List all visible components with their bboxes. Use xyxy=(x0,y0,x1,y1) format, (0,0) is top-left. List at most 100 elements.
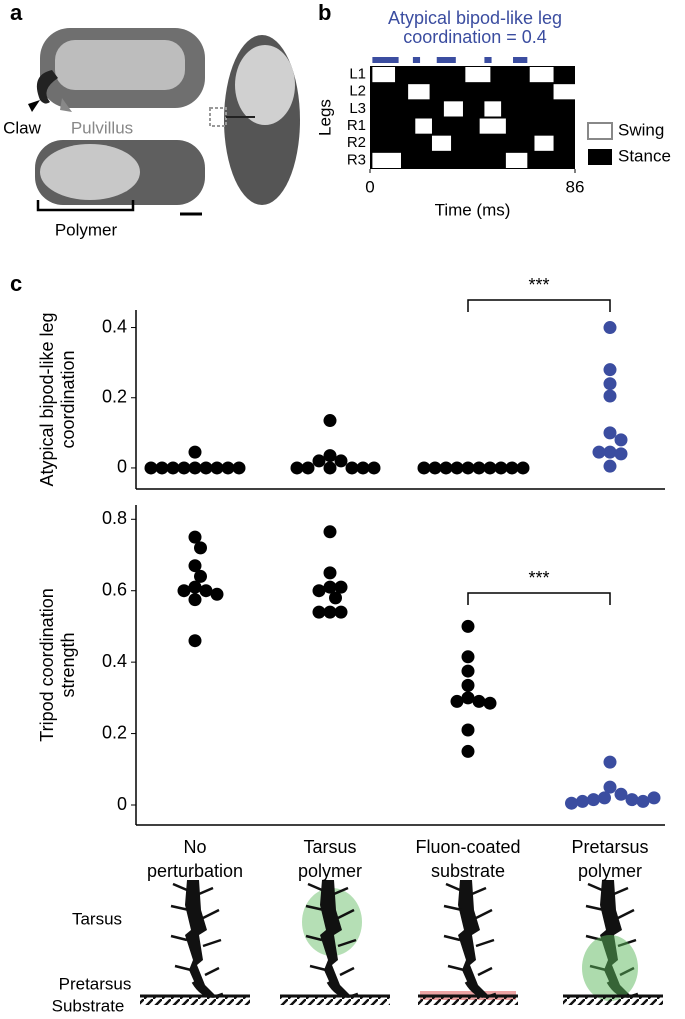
dot xyxy=(323,461,337,475)
swing-bar xyxy=(372,67,396,83)
x-category-label: No xyxy=(183,837,206,857)
dot xyxy=(603,321,617,335)
chart-title: Atypical bipod-like leg xyxy=(388,8,562,28)
bipod-bar xyxy=(484,57,492,63)
y-axis-label: Legs xyxy=(315,99,334,136)
dot xyxy=(323,566,337,580)
y-tick-label: L3 xyxy=(349,100,366,117)
dot xyxy=(199,584,213,598)
dot xyxy=(516,461,530,475)
y-tick-label: 0 xyxy=(117,794,127,814)
y-axis-label: Tripod coordination xyxy=(37,588,57,741)
legend-label: Swing xyxy=(618,120,664,139)
significance-label: *** xyxy=(528,275,549,295)
dot xyxy=(576,794,589,808)
dot xyxy=(177,461,191,475)
dot xyxy=(188,580,202,594)
dot xyxy=(188,634,202,648)
bipod-bar xyxy=(513,57,528,63)
x-category-label: substrate xyxy=(431,861,505,881)
x-category-label: polymer xyxy=(298,861,362,881)
bipod-bar xyxy=(412,57,421,63)
y-tick-label: 0.2 xyxy=(102,722,127,742)
y-tick-label: 0.6 xyxy=(102,579,127,599)
dot xyxy=(356,461,370,475)
dot xyxy=(417,461,431,475)
dot xyxy=(345,461,359,475)
swing-bar xyxy=(443,101,463,117)
dot xyxy=(334,605,348,619)
panel-label: b xyxy=(318,0,331,25)
panel-label: c xyxy=(10,271,22,296)
dot xyxy=(603,459,617,473)
significance-bracket xyxy=(467,299,611,312)
y-tick-label: 0.4 xyxy=(102,651,127,671)
significance-label: *** xyxy=(528,568,549,588)
panel-label: a xyxy=(10,0,23,25)
y-tick-label: 0.8 xyxy=(102,508,127,528)
leg-illustrations xyxy=(140,878,663,1005)
dot xyxy=(461,678,475,692)
dot xyxy=(461,664,475,678)
dot xyxy=(199,461,213,475)
x-category-label: Tarsus xyxy=(303,837,356,857)
legend-swatch xyxy=(588,149,612,165)
x-category-label: polymer xyxy=(578,861,642,881)
swing-bar xyxy=(553,84,575,100)
y-tick-label: R2 xyxy=(347,134,366,151)
dot xyxy=(603,445,617,459)
dot xyxy=(312,454,326,468)
dot xyxy=(603,780,617,794)
y-tick-label: R3 xyxy=(347,151,366,168)
dot xyxy=(494,461,508,475)
dot xyxy=(603,377,617,391)
x-category-label: perturbation xyxy=(147,861,243,881)
dot xyxy=(232,461,246,475)
legend-label: Stance xyxy=(618,146,671,165)
y-tick-label: R1 xyxy=(347,117,366,134)
dot xyxy=(461,619,475,633)
swing-bar xyxy=(465,67,491,83)
dot xyxy=(312,605,326,619)
dot xyxy=(323,449,337,463)
dot xyxy=(144,461,158,475)
dot xyxy=(614,787,628,801)
photo-label: Claw xyxy=(3,118,42,137)
dot xyxy=(439,461,453,475)
dot xyxy=(323,525,337,539)
dot xyxy=(177,584,191,598)
x-category-label: Fluon-coated xyxy=(415,837,520,857)
swing-bar xyxy=(372,152,401,168)
dot xyxy=(166,461,180,475)
illustration-label: Substrate xyxy=(52,996,125,1015)
swing-bar xyxy=(484,101,502,117)
dot xyxy=(614,433,628,447)
dot xyxy=(329,591,342,605)
swing-bar xyxy=(431,135,452,151)
dot xyxy=(194,569,207,583)
dot xyxy=(505,461,519,475)
dot xyxy=(461,723,475,737)
dot xyxy=(301,461,315,475)
bipod-bar xyxy=(436,57,456,63)
dot xyxy=(290,461,304,475)
dot xyxy=(592,445,606,459)
y-axis-label: strength xyxy=(58,632,78,697)
dot xyxy=(323,580,337,594)
x-category-label: Pretarsus xyxy=(571,837,648,857)
swing-bar xyxy=(408,84,430,100)
illustration-label: Pretarsus xyxy=(59,974,132,993)
y-tick-label: 0 xyxy=(117,457,127,477)
y-tick-label: 0.4 xyxy=(102,316,127,336)
dot xyxy=(428,461,442,475)
dot xyxy=(210,461,224,475)
swing-bar xyxy=(534,135,554,151)
dot xyxy=(367,461,381,475)
swing-bar xyxy=(505,152,528,168)
dot xyxy=(188,593,202,607)
dot xyxy=(603,389,617,403)
dot xyxy=(461,461,475,475)
dot xyxy=(323,414,337,428)
